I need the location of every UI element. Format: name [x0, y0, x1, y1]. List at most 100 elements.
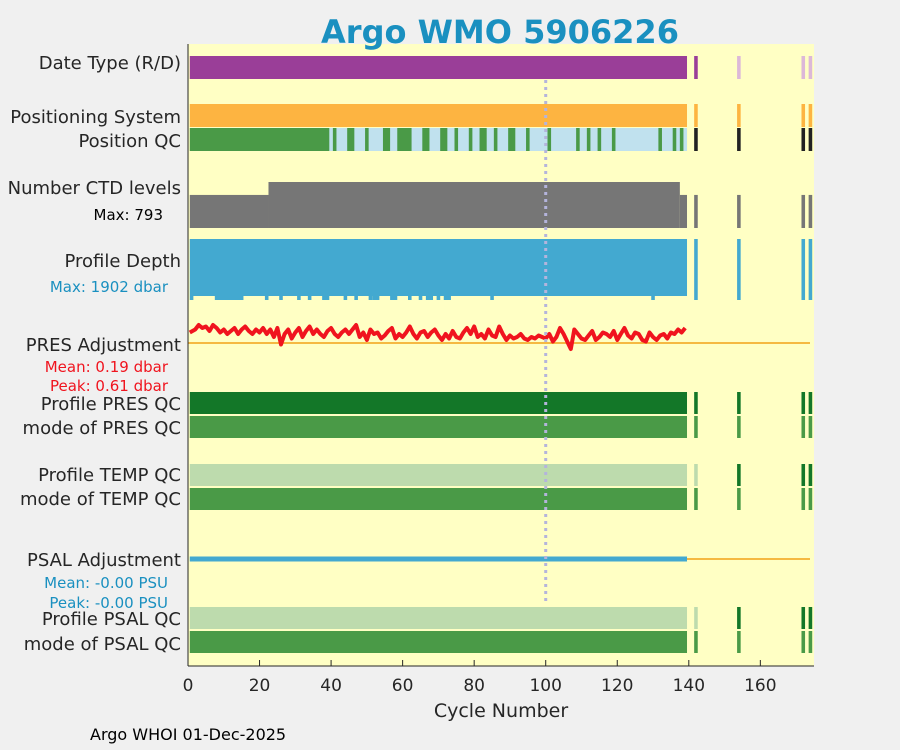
ctd-levels-bar — [801, 194, 806, 228]
position-qc-missing-segment — [336, 128, 348, 151]
profile-psal-qc-late-bar — [801, 607, 806, 629]
position-qc-late-bar — [801, 128, 806, 151]
pres-adjustment-line — [188, 323, 687, 351]
mode-temp-qc-late-bar — [801, 488, 806, 510]
date-type-late-bar — [808, 56, 813, 79]
mode-psal-qc-late-bar — [801, 631, 806, 653]
ctd-levels-bar — [268, 182, 680, 228]
profile-temp-qc-late-bar — [737, 464, 741, 486]
profile-depth-short-segment — [214, 296, 244, 300]
ctd-levels-bar — [679, 194, 688, 228]
profile-depth-short-segment — [322, 296, 330, 300]
x-tick-label: 140 — [673, 676, 705, 696]
positioning-system-late-bar — [801, 104, 806, 127]
positioning-system-late-bar — [737, 104, 741, 127]
positioning-system-bar — [189, 104, 688, 127]
position-qc-missing-segment — [472, 128, 480, 151]
x-tick-label: 20 — [249, 676, 271, 696]
profile-pres-qc-late-bar — [694, 392, 698, 414]
profile-depth-short-segment — [279, 296, 283, 300]
profile-depth-late-bar — [694, 239, 698, 300]
row-label: Position QC — [78, 131, 181, 152]
mode-psal-qc-late-bar — [694, 631, 698, 653]
position-qc-missing-segment — [551, 128, 577, 151]
profile-psal-qc-late-bar — [694, 607, 698, 629]
depth-max-label: Max: 1902 dbar — [50, 278, 169, 296]
ctd-levels-bar — [189, 194, 269, 228]
profile-depth-short-segment — [407, 296, 412, 300]
row-label: PSAL Adjustment — [27, 550, 181, 571]
row-label: Positioning System — [10, 107, 181, 128]
profile-temp-qc-late-bar — [801, 464, 806, 486]
profile-temp-qc-late-bar — [694, 464, 698, 486]
x-tick-label: 120 — [601, 676, 633, 696]
profile-depth-short-segment — [307, 296, 312, 300]
position-qc-missing-segment — [601, 128, 612, 151]
date-type-late-bar — [694, 56, 698, 79]
row-label: Profile Depth — [64, 251, 181, 272]
mode-temp-qc-bar — [189, 488, 688, 510]
x-tick-label: 80 — [463, 676, 485, 696]
row-label: Profile TEMP QC — [38, 465, 181, 486]
psal-mean-label: Mean: -0.00 PSU — [44, 574, 168, 592]
profile-depth-short-segment — [418, 296, 423, 300]
ctd-levels-bar — [737, 194, 741, 228]
mode-pres-qc-late-bar — [737, 416, 741, 438]
ctd-max-label: Max: 793 — [94, 206, 163, 224]
date-type-late-bar — [801, 56, 806, 79]
chart-title: Argo WMO 5906226 — [321, 13, 679, 51]
position-qc-missing-segment — [515, 128, 527, 151]
row-label: Profile PSAL QC — [42, 609, 181, 630]
position-qc-missing-segment — [329, 128, 333, 151]
position-qc-missing-segment — [458, 128, 469, 151]
ctd-levels-bar — [694, 194, 698, 228]
row-label: PRES Adjustment — [26, 335, 181, 356]
profile-depth-short-segment — [490, 296, 494, 300]
positioning-system-late-bar — [808, 104, 813, 127]
profile-psal-qc-late-bar — [808, 607, 813, 629]
mode-psal-qc-late-bar — [808, 631, 813, 653]
date-type-late-bar — [737, 56, 741, 79]
profile-pres-qc-late-bar — [801, 392, 806, 414]
profile-psal-qc-late-bar — [737, 607, 741, 629]
x-tick-label: 160 — [744, 676, 776, 696]
profile-psal-qc-bar — [189, 607, 688, 629]
position-qc-missing-segment — [529, 128, 548, 151]
profile-depth-late-bar — [801, 239, 806, 300]
x-tick-label: 0 — [183, 676, 194, 696]
x-tick-label: 100 — [529, 676, 561, 696]
profile-depth-short-segment — [354, 296, 358, 300]
profile-temp-qc-bar — [189, 464, 688, 486]
x-tick-label: 60 — [392, 676, 414, 696]
profile-depth-short-segment — [425, 296, 434, 300]
position-qc-missing-segment — [354, 128, 366, 151]
positioning-system-late-bar — [694, 104, 698, 127]
mode-temp-qc-late-bar — [737, 488, 741, 510]
profile-depth-short-segment — [436, 296, 441, 300]
pres-peak-label: Peak: 0.61 dbar — [50, 377, 169, 395]
profile-pres-qc-late-bar — [808, 392, 813, 414]
mode-psal-qc-bar — [189, 631, 688, 653]
profile-depth-short-segment — [368, 296, 373, 300]
row-label: Number CTD levels — [8, 178, 181, 199]
mode-pres-qc-late-bar — [694, 416, 698, 438]
pres-mean-label: Mean: 0.19 dbar — [45, 358, 169, 376]
position-qc-missing-segment — [579, 128, 587, 151]
position-qc-missing-segment — [590, 128, 598, 151]
position-qc-missing-segment — [486, 128, 494, 151]
mode-temp-qc-late-bar — [694, 488, 698, 510]
row-label: mode of PSAL QC — [24, 634, 181, 655]
profile-depth-short-segment — [264, 296, 269, 300]
position-qc-missing-segment — [429, 128, 441, 151]
mode-pres-qc-bar — [189, 416, 688, 438]
row-label: Profile PRES QC — [41, 394, 181, 415]
footer-credit: Argo WHOI 01-Dec-2025 — [90, 725, 287, 744]
profile-pres-qc-late-bar — [737, 392, 741, 414]
mode-pres-qc-late-bar — [801, 416, 806, 438]
position-qc-missing-segment — [447, 128, 455, 151]
profile-depth-short-segment — [443, 296, 451, 300]
position-qc-missing-segment — [661, 128, 673, 151]
x-axis-label: Cycle Number — [434, 700, 568, 722]
mode-pres-qc-late-bar — [808, 416, 813, 438]
